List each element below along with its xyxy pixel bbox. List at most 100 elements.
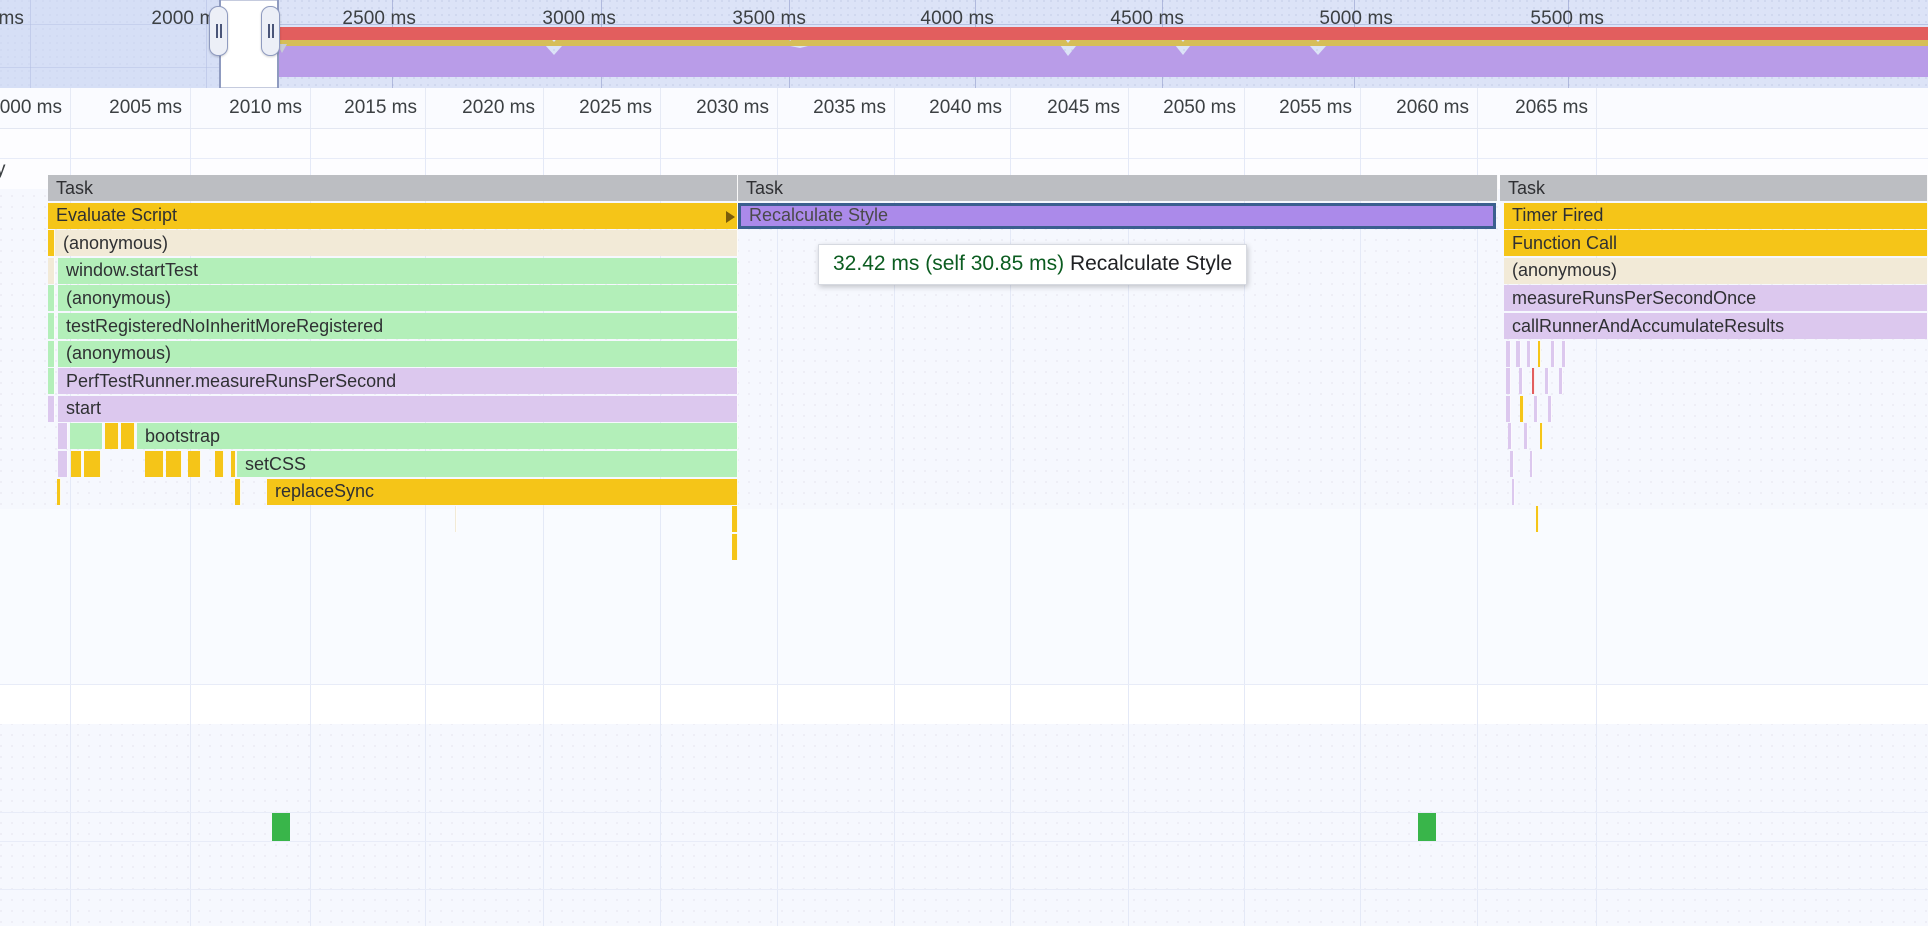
- flame-bar-segment[interactable]: [1559, 368, 1563, 395]
- flame-bar[interactable]: PerfTestRunner.measureRunsPerSecond: [58, 368, 738, 395]
- flame-bar-segment[interactable]: [1508, 423, 1512, 450]
- time-ruler[interactable]: 2000 ms 2005 ms 2010 ms 2015 ms 2020 ms 2025 …: [0, 88, 1928, 129]
- flame-bar[interactable]: bootstrap: [137, 423, 738, 450]
- right-resize-handle[interactable]: [261, 6, 280, 56]
- overview-tick-label: 2000 ms: [151, 8, 225, 29]
- overview-tick-label: 3500 ms: [732, 8, 806, 29]
- flame-bar[interactable]: setCSS: [237, 451, 738, 477]
- ruler-tick: [777, 88, 778, 128]
- flame-bar-segment[interactable]: [1512, 478, 1515, 505]
- flame-bar-segment[interactable]: [48, 285, 55, 312]
- overview-tick-label: 5500 ms: [1530, 8, 1604, 29]
- flame-bar[interactable]: Task: [738, 175, 1498, 201]
- flame-bar-segment[interactable]: [455, 506, 457, 533]
- flame-bar-segment[interactable]: [1506, 368, 1511, 395]
- ruler-tick: [1244, 88, 1245, 128]
- flame-bar[interactable]: Task: [48, 175, 738, 201]
- flame-gridline: [1244, 129, 1245, 926]
- flame-bar[interactable]: (anonymous): [1504, 257, 1928, 284]
- flame-bar-segment[interactable]: [1506, 395, 1511, 422]
- flame-bar-segment[interactable]: [48, 368, 55, 395]
- flame-bar-segment[interactable]: [1532, 368, 1535, 395]
- flame-bar-segment[interactable]: [1527, 340, 1531, 367]
- flame-bar-label: window.startTest: [66, 260, 199, 281]
- flame-bar-segment[interactable]: [1519, 368, 1523, 395]
- flame-gridline: [1360, 129, 1361, 926]
- flame-bar[interactable]: Task: [1500, 175, 1928, 201]
- timing-marker[interactable]: [272, 813, 290, 841]
- flame-bar[interactable]: Evaluate Script: [48, 202, 738, 229]
- flame-chart[interactable]: y Task Task Task Evaluate Script Recalculate…: [0, 129, 1928, 926]
- flame-bar-segment[interactable]: [57, 478, 61, 505]
- flame-bar-segment[interactable]: [1540, 423, 1543, 450]
- flame-bar[interactable]: measureRunsPerSecondOnce: [1504, 285, 1928, 312]
- flame-bar-segment[interactable]: [70, 423, 103, 450]
- flame-gridline: [1477, 129, 1478, 926]
- flame-bar[interactable]: testRegisteredNoInheritMoreRegistered: [58, 313, 738, 339]
- flame-bar-segment[interactable]: [732, 533, 738, 560]
- flame-bar-label: measureRunsPerSecondOnce: [1512, 287, 1757, 308]
- flame-bar-segment[interactable]: [1562, 340, 1566, 367]
- flame-bar[interactable]: Function Call: [1504, 230, 1928, 257]
- flame-bar-label: setCSS: [245, 453, 307, 474]
- flame-bar-label: PerfTestRunner.measureRunsPerSecond: [66, 370, 397, 391]
- flame-bar-segment[interactable]: [1538, 340, 1541, 367]
- flame-bar-segment[interactable]: [145, 451, 164, 477]
- flame-bar-segment[interactable]: [48, 313, 55, 339]
- flame-divider: [0, 684, 1928, 685]
- flame-bar-segment[interactable]: [188, 451, 201, 477]
- flame-gridline: [70, 129, 71, 926]
- flame-bar[interactable]: start: [58, 395, 738, 422]
- flame-bar-segment[interactable]: [1545, 368, 1549, 395]
- flame-gridline: [190, 129, 191, 926]
- flame-bar-segment[interactable]: [1534, 395, 1538, 422]
- timing-marker[interactable]: [1418, 813, 1436, 841]
- flame-bar-label: start: [66, 398, 102, 419]
- flame-gridline: [310, 129, 311, 926]
- flame-bar-label: testRegisteredNoInheritMoreRegistered: [66, 315, 384, 336]
- flame-bar-segment[interactable]: [215, 451, 224, 477]
- flame-bar-segment[interactable]: [84, 451, 101, 477]
- flame-bar-segment[interactable]: [1516, 340, 1521, 367]
- flame-bar[interactable]: (anonymous): [58, 340, 738, 367]
- flame-bar-label: callRunnerAndAccumulateResults: [1512, 315, 1785, 336]
- flame-bar-segment[interactable]: [1524, 423, 1528, 450]
- flame-bar-segment[interactable]: [48, 230, 55, 257]
- flame-bar-segment[interactable]: [48, 257, 55, 284]
- ruler-tick-label: 2065 ms: [1515, 97, 1588, 118]
- flame-bar[interactable]: callRunnerAndAccumulateResults: [1504, 313, 1928, 339]
- timeline-overview[interactable]: 0 ms 2000 ms 2500 ms 3000 ms 3500 ms 400…: [0, 0, 1928, 88]
- flame-gridline: [777, 129, 778, 926]
- flame-bar-segment[interactable]: [58, 423, 68, 450]
- flame-bar-segment[interactable]: [121, 423, 135, 450]
- flame-bar-segment[interactable]: [48, 395, 55, 422]
- left-resize-handle[interactable]: [209, 6, 228, 56]
- flame-bar-segment[interactable]: [1520, 395, 1524, 422]
- flame-bar-segment[interactable]: [166, 451, 182, 477]
- ruler-tick: [70, 88, 71, 128]
- flame-bar[interactable]: Timer Fired: [1504, 202, 1928, 229]
- flame-bar-segment[interactable]: [1510, 451, 1514, 477]
- flame-bar-segment[interactable]: [1551, 340, 1555, 367]
- flame-bar-label: (anonymous): [63, 232, 169, 253]
- ruler-tick: [1477, 88, 1478, 128]
- flame-bar-segment[interactable]: [732, 506, 738, 533]
- flame-bar-segment[interactable]: [48, 340, 55, 367]
- flame-bar-segment[interactable]: [1506, 340, 1511, 367]
- flame-bar-segment[interactable]: [1530, 451, 1533, 477]
- ruler-tick-label: 2045 ms: [1047, 97, 1120, 118]
- flame-bar-segment[interactable]: [58, 451, 68, 477]
- flame-bar[interactable]: (anonymous): [55, 230, 738, 257]
- flame-bar-segment[interactable]: [1548, 395, 1552, 422]
- flame-bar-segment[interactable]: [235, 478, 241, 505]
- expand-arrow-icon[interactable]: [726, 210, 735, 223]
- flame-bar[interactable]: replaceSync: [267, 478, 738, 505]
- flame-gridline: [1128, 129, 1129, 926]
- flame-bar-segment[interactable]: [231, 451, 236, 477]
- flame-bar[interactable]: Recalculate Style: [738, 202, 1496, 229]
- flame-bar[interactable]: (anonymous): [58, 285, 738, 312]
- flame-bar-segment[interactable]: [71, 451, 82, 477]
- flame-bar-segment[interactable]: [1536, 506, 1539, 533]
- flame-bar-segment[interactable]: [105, 423, 119, 450]
- flame-bar[interactable]: window.startTest: [58, 257, 738, 284]
